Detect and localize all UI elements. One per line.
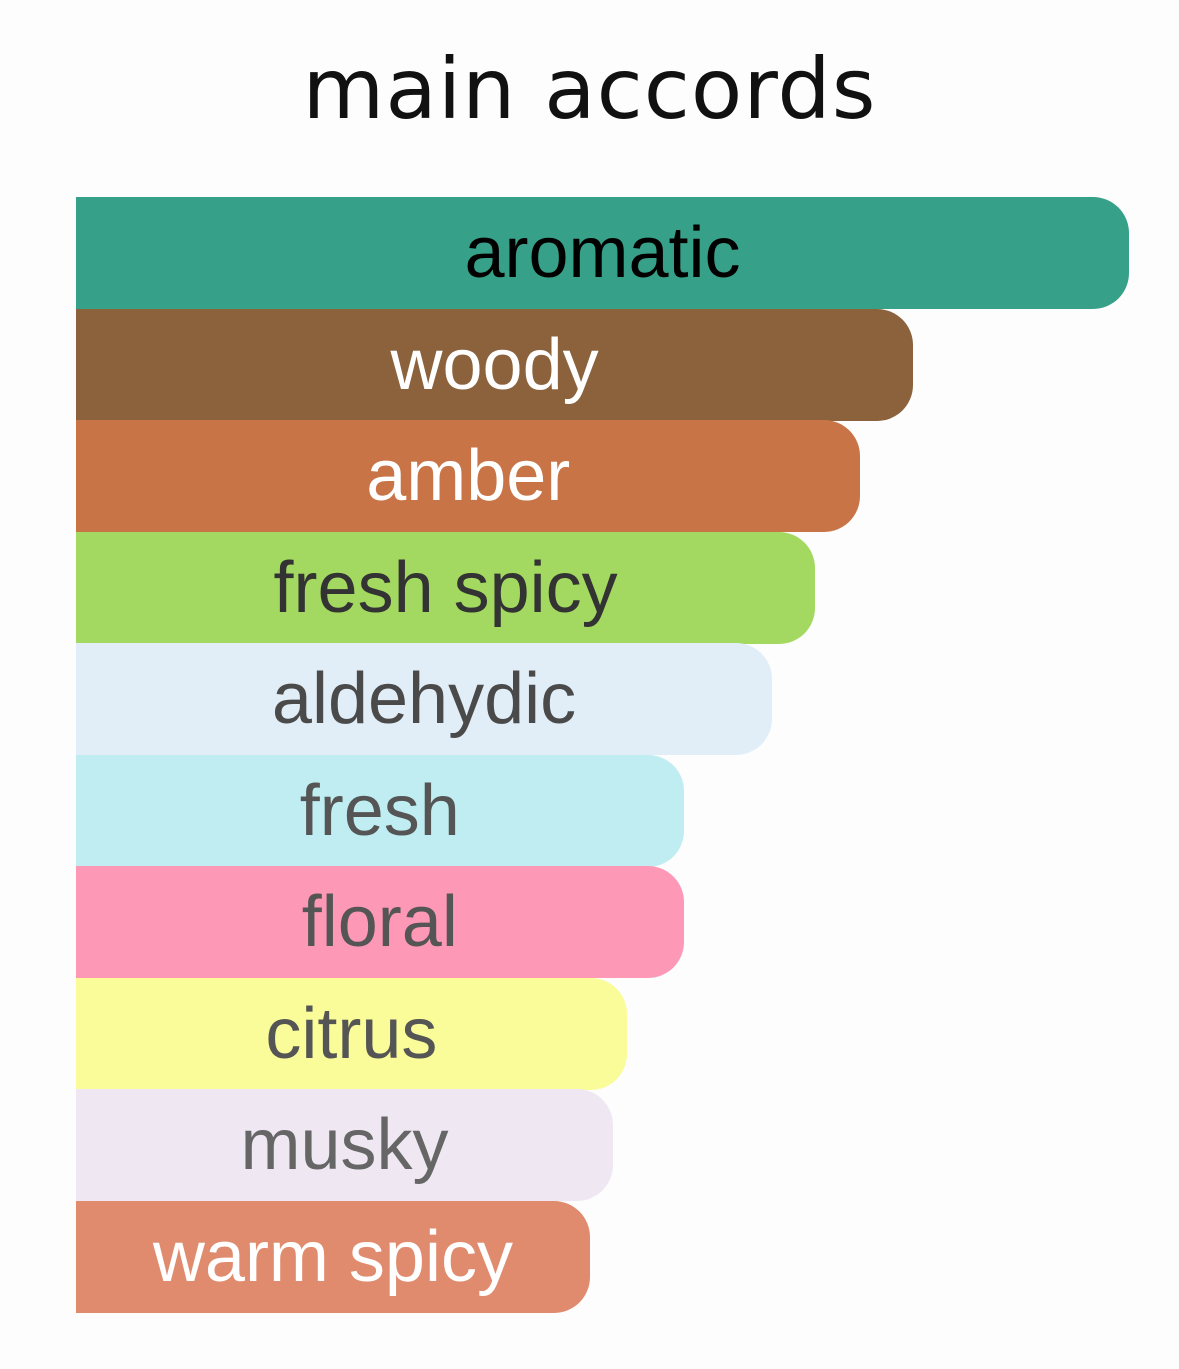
bar-fresh-spicy: fresh spicy — [76, 531, 816, 644]
bar-musky: musky — [76, 1089, 614, 1201]
chart-title: main accords — [302, 40, 877, 138]
bar-label: warm spicy — [152, 1216, 513, 1297]
bar-fresh: fresh — [76, 754, 684, 867]
bar-label: floral — [301, 882, 458, 962]
bar-label: aldehydic — [271, 659, 577, 739]
bar-label: fresh spicy — [273, 547, 618, 628]
bar-woody: woody — [76, 308, 914, 421]
bar-aromatic: aromatic — [76, 197, 1129, 309]
bar-aldehydic: aldehydic — [76, 643, 773, 755]
bar-floral: floral — [76, 866, 684, 978]
bar-citrus: citrus — [76, 977, 627, 1090]
bar-label: fresh — [299, 770, 460, 851]
bar-label: amber — [366, 436, 571, 516]
bar-label: aromatic — [464, 213, 741, 293]
bar-label: musky — [240, 1105, 449, 1185]
bar-amber: amber — [76, 420, 861, 532]
bar-label: citrus — [265, 993, 438, 1074]
bar-warm-spicy: warm spicy — [76, 1200, 590, 1313]
bar-label: woody — [390, 324, 599, 405]
